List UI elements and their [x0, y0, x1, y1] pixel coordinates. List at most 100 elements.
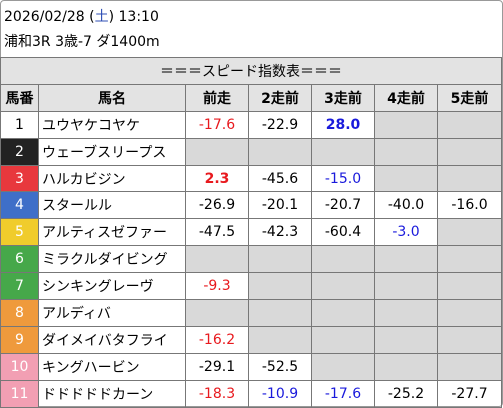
speed-index: -52.5 [248, 352, 312, 381]
race-info: 浦和3R 3歳-7 ダ1400m [4, 34, 160, 50]
empty-cell [437, 164, 502, 193]
empty-cell [437, 325, 502, 354]
horse-row: 10 キングハービン -29.1 -52.5 [0, 352, 502, 381]
horse-name: スタールル [38, 191, 186, 220]
speed-index: -20.1 [248, 191, 312, 220]
speed-index: -20.7 [311, 191, 375, 220]
speed-index: 2.3 [185, 164, 249, 193]
horse-row: 8 アルディバ [0, 299, 502, 327]
table-body: ＝＝＝スピード指数表＝＝＝ 馬番 馬名 前走 2走前 3走前 4走前 5走前 1 ユウヤケコヤ… [0, 57, 502, 408]
empty-cell [374, 110, 438, 139]
empty-cell [437, 218, 502, 247]
empty-cell [374, 137, 438, 166]
speed-index: -26.9 [185, 191, 249, 220]
column-header: 2走前 [248, 83, 312, 112]
horse-row: 11 ドドドドドカーン -18.3 -10.9 -17.6 -25.2 -27.7 [0, 379, 502, 408]
column-header: 前走 [185, 83, 249, 112]
empty-cell [311, 245, 375, 274]
post-number: 8 [0, 299, 39, 327]
empty-cell [374, 299, 438, 327]
speed-index: 28.0 [311, 110, 375, 139]
post-number: 6 [0, 245, 39, 274]
date: 2026/02/28 ( [4, 9, 95, 25]
speed-index: -22.9 [248, 110, 312, 139]
column-header: 4走前 [374, 83, 438, 112]
horse-name: アルディバ [38, 299, 186, 327]
speed-index: -16.0 [437, 191, 502, 220]
post-number: 11 [0, 379, 39, 408]
empty-cell [311, 352, 375, 381]
speed-index: -45.6 [248, 164, 312, 193]
header-row: 馬番 馬名 前走 2走前 3走前 4走前 5走前 [0, 83, 502, 112]
empty-cell [311, 299, 375, 327]
column-header: 3走前 [311, 83, 375, 112]
horse-name: ウェーブスリープス [38, 137, 186, 166]
speed-index: -17.6 [311, 379, 375, 408]
post-number: 10 [0, 352, 39, 381]
column-header: 馬名 [38, 83, 186, 112]
speed-index: -17.6 [185, 110, 249, 139]
speed-index: -42.3 [248, 218, 312, 247]
horse-name: ハルカビジン [38, 164, 186, 193]
empty-cell [248, 245, 312, 274]
empty-cell [374, 272, 438, 301]
speed-index: -16.2 [185, 325, 249, 354]
speed-index: -47.5 [185, 218, 249, 247]
horse-row: 5 アルティスゼファー -47.5 -42.3 -60.4 -3.0 [0, 218, 502, 247]
empty-cell [311, 137, 375, 166]
empty-cell [374, 325, 438, 354]
date-line: 2026/02/28 (土) 13:10 [4, 6, 159, 26]
horse-row: 7 シンキングレーヴ -9.3 [0, 272, 502, 301]
title-row: ＝＝＝スピード指数表＝＝＝ [0, 57, 502, 85]
empty-cell [185, 299, 249, 327]
horse-row: 9 ダイメイバタフライ -16.2 [0, 325, 502, 354]
horse-name: アルティスゼファー [38, 218, 186, 247]
speed-index: -25.2 [374, 379, 438, 408]
post-number: 2 [0, 137, 39, 166]
horse-row: 2 ウェーブスリープス [0, 137, 502, 166]
empty-cell [248, 299, 312, 327]
weekday: 土 [94, 9, 109, 25]
speed-index: -15.0 [311, 164, 375, 193]
empty-cell [311, 325, 375, 354]
empty-cell [437, 352, 502, 381]
empty-cell [374, 245, 438, 274]
empty-cell [437, 245, 502, 274]
empty-cell [374, 352, 438, 381]
horse-name: シンキングレーヴ [38, 272, 186, 301]
column-header: 5走前 [437, 83, 502, 112]
speed-index: -29.1 [185, 352, 249, 381]
horse-row: 1 ユウヤケコヤケ -17.6 -22.9 28.0 [0, 110, 502, 139]
speed-index: -3.0 [374, 218, 438, 247]
empty-cell [437, 137, 502, 166]
empty-cell [248, 272, 312, 301]
horse-row: 6 ミラクルダイビング [0, 245, 502, 274]
horse-name: キングハービン [38, 352, 186, 381]
speed-index: -10.9 [248, 379, 312, 408]
empty-cell [248, 137, 312, 166]
speed-index: -27.7 [437, 379, 502, 408]
post-number: 3 [0, 164, 39, 193]
post-number: 1 [0, 110, 39, 139]
horse-name: ダイメイバタフライ [38, 325, 186, 354]
post-number: 7 [0, 272, 39, 301]
speed-index: -18.3 [185, 379, 249, 408]
empty-cell [437, 299, 502, 327]
empty-cell [437, 272, 502, 301]
horse-row: 4 スタールル -26.9 -20.1 -20.7 -40.0 -16.0 [0, 191, 502, 220]
empty-cell [311, 272, 375, 301]
horse-name: ドドドドドカーン [38, 379, 186, 408]
time: ) 13:10 [108, 9, 159, 25]
post-number: 5 [0, 218, 39, 247]
table-title: ＝＝＝スピード指数表＝＝＝ [0, 57, 502, 85]
empty-cell [248, 325, 312, 354]
post-number: 4 [0, 191, 39, 220]
speed-index: -9.3 [185, 272, 249, 301]
speed-index: -60.4 [311, 218, 375, 247]
horse-name: ミラクルダイビング [38, 245, 186, 274]
empty-cell [374, 164, 438, 193]
horse-row: 3 ハルカビジン 2.3 -45.6 -15.0 [0, 164, 502, 193]
empty-cell [185, 137, 249, 166]
empty-cell [185, 245, 249, 274]
